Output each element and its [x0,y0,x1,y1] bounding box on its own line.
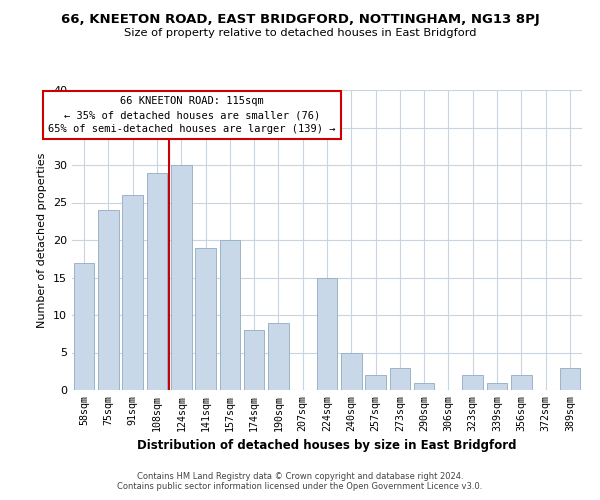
Y-axis label: Number of detached properties: Number of detached properties [37,152,47,328]
Text: Contains public sector information licensed under the Open Government Licence v3: Contains public sector information licen… [118,482,482,491]
Text: 66, KNEETON ROAD, EAST BRIDGFORD, NOTTINGHAM, NG13 8PJ: 66, KNEETON ROAD, EAST BRIDGFORD, NOTTIN… [61,12,539,26]
Bar [487,382,508,390]
Bar [560,368,580,390]
Bar [195,248,216,390]
X-axis label: Distribution of detached houses by size in East Bridgford: Distribution of detached houses by size … [137,439,517,452]
Bar [365,375,386,390]
Bar [220,240,240,390]
Bar [341,352,362,390]
Bar [244,330,265,390]
Text: Size of property relative to detached houses in East Bridgford: Size of property relative to detached ho… [124,28,476,38]
Bar [146,172,167,390]
Bar [414,382,434,390]
Bar [171,165,191,390]
Bar [74,262,94,390]
Bar [317,278,337,390]
Text: Contains HM Land Registry data © Crown copyright and database right 2024.: Contains HM Land Registry data © Crown c… [137,472,463,481]
Bar [268,322,289,390]
Bar [98,210,119,390]
Text: 66 KNEETON ROAD: 115sqm
← 35% of detached houses are smaller (76)
65% of semi-de: 66 KNEETON ROAD: 115sqm ← 35% of detache… [48,96,335,134]
Bar [122,195,143,390]
Bar [389,368,410,390]
Bar [511,375,532,390]
Bar [463,375,483,390]
